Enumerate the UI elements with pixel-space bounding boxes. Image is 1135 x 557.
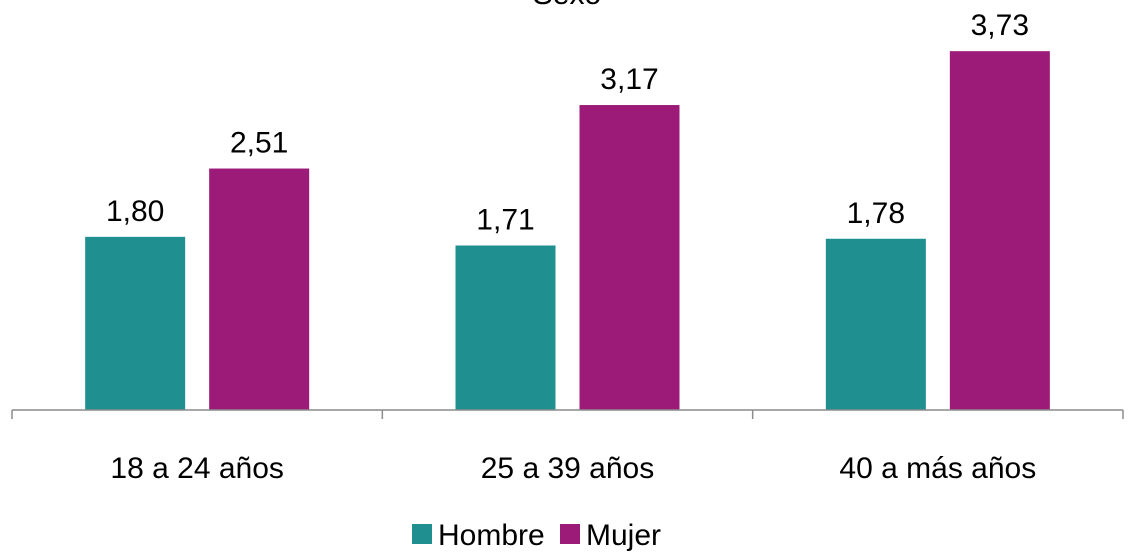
bar-hombre-3 xyxy=(825,238,926,410)
data-label-hombre-3: 1,78 xyxy=(847,197,905,230)
legend-label-hombre: Hombre xyxy=(438,519,545,552)
x-tick-label-2: 25 a 39 años xyxy=(481,452,654,485)
bar-mujer-1 xyxy=(209,168,310,410)
data-label-mujer-1: 2,51 xyxy=(230,127,288,160)
data-label-mujer-2: 3,17 xyxy=(600,63,658,96)
data-label-hombre-2: 1,71 xyxy=(476,203,534,236)
data-label-hombre-1: 1,80 xyxy=(106,195,164,228)
bar-mujer-2 xyxy=(579,105,680,411)
chart-title: Sexo xyxy=(533,0,601,11)
data-label-mujer-3: 3,73 xyxy=(971,9,1029,42)
x-axis: 18 a 24 años 25 a 39 años 40 a más años xyxy=(11,409,1124,485)
bar-mujer-3 xyxy=(949,51,1050,410)
legend-swatch-hombre xyxy=(412,524,432,544)
legend-swatch-mujer xyxy=(560,524,580,544)
x-tick-label-1: 18 a 24 años xyxy=(110,452,283,485)
x-tick-label-3: 40 a más años xyxy=(839,452,1036,485)
bar-hombre-1 xyxy=(85,236,186,410)
bars-layer: 1,80 2,51 1,71 3,17 1,78 3,73 xyxy=(85,9,1050,411)
bar-hombre-2 xyxy=(455,245,556,410)
legend: Hombre Mujer xyxy=(412,519,661,552)
legend-label-mujer: Mujer xyxy=(586,519,661,552)
